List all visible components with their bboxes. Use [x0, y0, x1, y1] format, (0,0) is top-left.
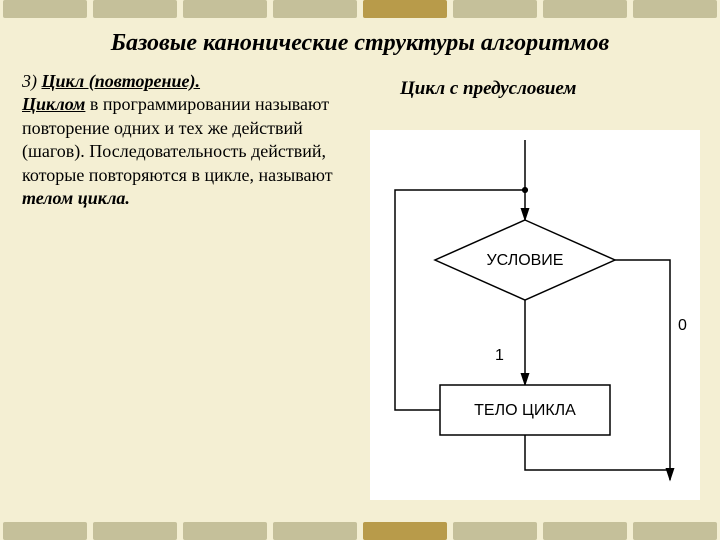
body-text: 3) Цикл (повторение). Циклом в программи… — [22, 70, 342, 210]
text-term-body: телом цикла. — [22, 188, 130, 208]
flowchart-diagram: 1 0 УСЛОВИЕ ТЕЛО ЦИКЛА — [370, 130, 700, 500]
slide-title: Базовые канонические структуры алгоритмо… — [0, 30, 720, 57]
svg-text:УСЛОВИЕ: УСЛОВИЕ — [487, 252, 564, 269]
decorative-bottom-bar — [0, 522, 720, 540]
text-term-cycle: Цикл (повторение). — [42, 71, 201, 91]
svg-text:ТЕЛО ЦИКЛА: ТЕЛО ЦИКЛА — [474, 402, 576, 419]
svg-text:0: 0 — [678, 317, 687, 334]
text-term-cyclom: Циклом — [22, 94, 85, 114]
decorative-top-bar — [0, 0, 720, 18]
diagram-subheading: Цикл с предусловием — [400, 78, 576, 100]
text-prefix: 3) — [22, 71, 42, 91]
svg-text:1: 1 — [495, 347, 504, 364]
